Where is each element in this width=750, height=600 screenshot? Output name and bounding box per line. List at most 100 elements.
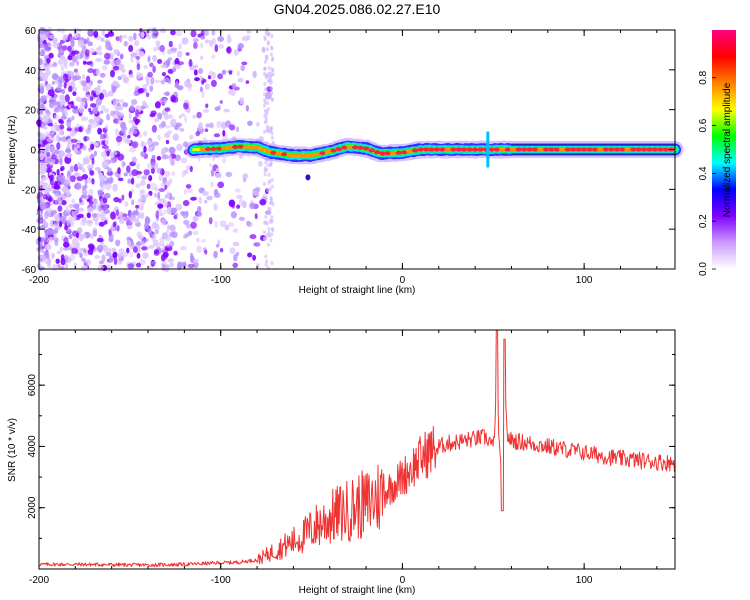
spectrogram-noise-blob — [42, 62, 49, 70]
spectrogram-noise-blob — [133, 32, 137, 41]
spectrogram-noise-blob — [217, 105, 221, 111]
spectrogram-noise-blob — [264, 254, 268, 259]
spectrogram-noise-blob — [65, 206, 70, 214]
spectrogram-noise-blob — [71, 115, 75, 121]
spectrogram-noise-blob — [83, 248, 87, 253]
spectrogram-noise-blob — [41, 182, 48, 187]
spectrogram-peak — [526, 147, 533, 152]
spectrogram-noise-blob — [61, 200, 67, 206]
x-tick-label: -100 — [211, 275, 231, 286]
spectrogram-noise-blob — [154, 222, 159, 228]
spectrogram-noise-blob — [107, 178, 113, 184]
spectrogram-noise-blob — [128, 74, 134, 78]
spectrogram-noise-blob — [144, 222, 150, 230]
spectrogram-noise-blob — [92, 198, 98, 204]
spectrogram-noise-blob — [150, 76, 155, 85]
spectrogram-noise-blob — [270, 90, 274, 95]
spectrogram-noise-blob — [228, 90, 232, 95]
spectrogram-noise-blob — [46, 33, 50, 39]
spectrogram-noise-blob — [166, 229, 170, 234]
spectrogram-noise-blob — [198, 196, 203, 204]
spectrogram-noise-blob — [151, 162, 156, 169]
spectrogram-noise-blob — [105, 42, 112, 50]
spectrogram-noise-blob — [263, 129, 267, 134]
spectrogram-noise-blob — [115, 135, 123, 143]
spectrogram-peak — [471, 147, 479, 152]
spectrogram-peak — [406, 149, 413, 154]
spectrogram-peak — [624, 147, 631, 152]
spectrogram-noise-blob — [154, 229, 159, 235]
spectrogram-noise-blob — [266, 31, 270, 36]
spectrogram-noise-blob — [136, 174, 141, 179]
spectrogram-noise-blob — [63, 179, 71, 185]
spectrogram-noise-blob — [140, 31, 145, 39]
spectrogram-noise-blob — [63, 81, 67, 89]
spectrogram-noise-blob — [154, 101, 161, 109]
spectrogram-noise-blob — [175, 212, 179, 217]
spectrogram-noise-blob — [39, 86, 45, 95]
spectrogram-noise-blob — [81, 168, 85, 173]
spectrogram-noise-blob — [129, 146, 136, 153]
spectrogram-noise-blob — [140, 212, 145, 219]
spectrogram-noise-blob — [93, 92, 96, 97]
spectrogram-noise-blob — [69, 165, 74, 173]
spectrogram-noise-blob — [241, 61, 248, 66]
spectrogram-noise-blob — [267, 66, 271, 70]
spectrogram-noise-blob — [155, 210, 159, 219]
spectrogram-noise-blob — [80, 219, 87, 227]
spectrogram-noise-blob — [263, 221, 267, 225]
spectrogram-noise-blob — [101, 161, 109, 169]
spectrogram-noise-blob — [95, 167, 101, 171]
snr-y-label: SNR (10 * v/v) — [7, 418, 18, 482]
spectrogram-noise-blob — [99, 72, 106, 78]
spectrogram-noise-blob — [119, 34, 123, 43]
spectrogram-noise-blob — [46, 238, 52, 244]
spectrogram-noise-blob — [174, 154, 181, 161]
spectrogram-noise-blob — [56, 250, 62, 255]
spectrogram-peak — [504, 147, 511, 152]
spectrogram-noise-blob — [214, 44, 219, 53]
spectrogram-noise-blob — [209, 163, 213, 168]
spectrogram-noise-blob — [265, 73, 269, 78]
spectrogram-noise-blob — [48, 52, 54, 59]
spectrogram-noise-blob — [101, 254, 106, 262]
spectrogram-noise-blob — [122, 41, 129, 47]
spectrogram-noise-blob — [64, 262, 69, 270]
spectrogram-noise-blob — [271, 72, 275, 77]
spectrogram-noise-blob — [270, 184, 274, 189]
spectrogram-peak — [428, 147, 435, 152]
spectrogram-noise-blob — [172, 67, 177, 73]
spectrogram-noise-blob — [81, 144, 87, 151]
spectrogram-noise-blob — [168, 154, 173, 162]
spectrogram-noise-blob — [229, 247, 236, 254]
spectrogram-noise-blob — [72, 107, 79, 114]
spectrogram-noise-blob — [97, 127, 102, 135]
spectrogram-peak — [570, 147, 577, 152]
spectrogram-noise-blob — [162, 154, 169, 160]
colorbar-ticks: 0.0 0.2 0.4 0.6 0.8 — [698, 70, 716, 276]
y-tick-label: 60 — [25, 26, 37, 37]
spectrogram-noise-blob — [166, 59, 171, 65]
spectrogram-noise-blob — [217, 181, 225, 189]
spectrogram-noise-blob — [112, 114, 118, 119]
spectrogram-noise-blob — [158, 188, 166, 192]
spectrogram-peak — [341, 145, 348, 150]
spectrogram-noise-blob — [117, 167, 121, 175]
spectrogram-noise-blob — [131, 177, 135, 185]
spectrogram-noise-blob — [169, 196, 176, 201]
spectrogram-peak — [292, 153, 299, 158]
spectrogram-noise-blob — [232, 241, 240, 247]
spectrogram-noise-blob — [70, 220, 74, 227]
spectrogram-noise-blob — [150, 260, 157, 265]
spectrogram-noise-blob — [235, 126, 240, 133]
spectrogram-noise-blob — [59, 124, 65, 130]
spectrogram-noise-blob — [168, 40, 173, 48]
spectrogram-noise-blob — [102, 197, 108, 204]
spectrogram-noise-blob — [69, 62, 75, 67]
spectrogram-noise-blob — [118, 112, 124, 117]
spectrogram-noise-blob — [219, 220, 227, 228]
spectrogram-noise-blob — [80, 194, 87, 199]
spectrogram-noise-blob — [252, 189, 259, 196]
y-tick-label: 2000 — [27, 496, 38, 519]
spectrogram-peak — [477, 147, 484, 152]
